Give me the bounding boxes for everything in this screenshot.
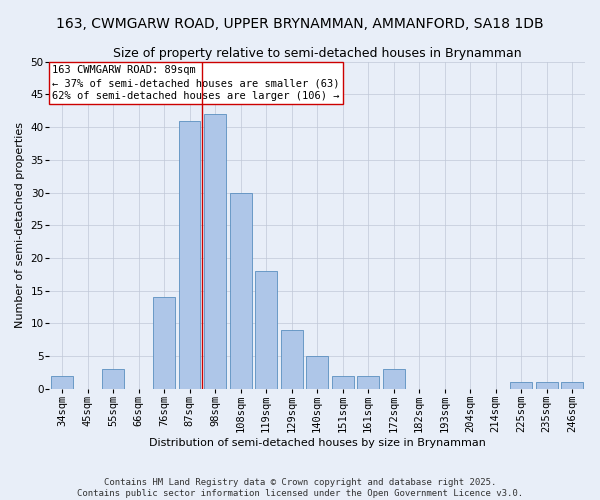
Text: 163 CWMGARW ROAD: 89sqm
← 37% of semi-detached houses are smaller (63)
62% of se: 163 CWMGARW ROAD: 89sqm ← 37% of semi-de… (52, 65, 340, 102)
Bar (511, 382, 532, 389)
Bar (256, 271, 277, 389)
Bar (307, 356, 328, 389)
Bar (281, 330, 302, 389)
Bar (102, 370, 124, 389)
Text: 163, CWMGARW ROAD, UPPER BRYNAMMAN, AMMANFORD, SA18 1DB: 163, CWMGARW ROAD, UPPER BRYNAMMAN, AMMA… (56, 18, 544, 32)
Bar (205, 114, 226, 389)
Bar (51, 376, 73, 389)
Text: Contains HM Land Registry data © Crown copyright and database right 2025.
Contai: Contains HM Land Registry data © Crown c… (77, 478, 523, 498)
Bar (154, 298, 175, 389)
Bar (536, 382, 557, 389)
X-axis label: Distribution of semi-detached houses by size in Brynamman: Distribution of semi-detached houses by … (149, 438, 485, 448)
Bar (383, 370, 404, 389)
Bar (358, 376, 379, 389)
Y-axis label: Number of semi-detached properties: Number of semi-detached properties (15, 122, 25, 328)
Bar (562, 382, 583, 389)
Bar (332, 376, 353, 389)
Bar (230, 192, 251, 389)
Title: Size of property relative to semi-detached houses in Brynamman: Size of property relative to semi-detach… (113, 48, 521, 60)
Bar (179, 120, 200, 389)
